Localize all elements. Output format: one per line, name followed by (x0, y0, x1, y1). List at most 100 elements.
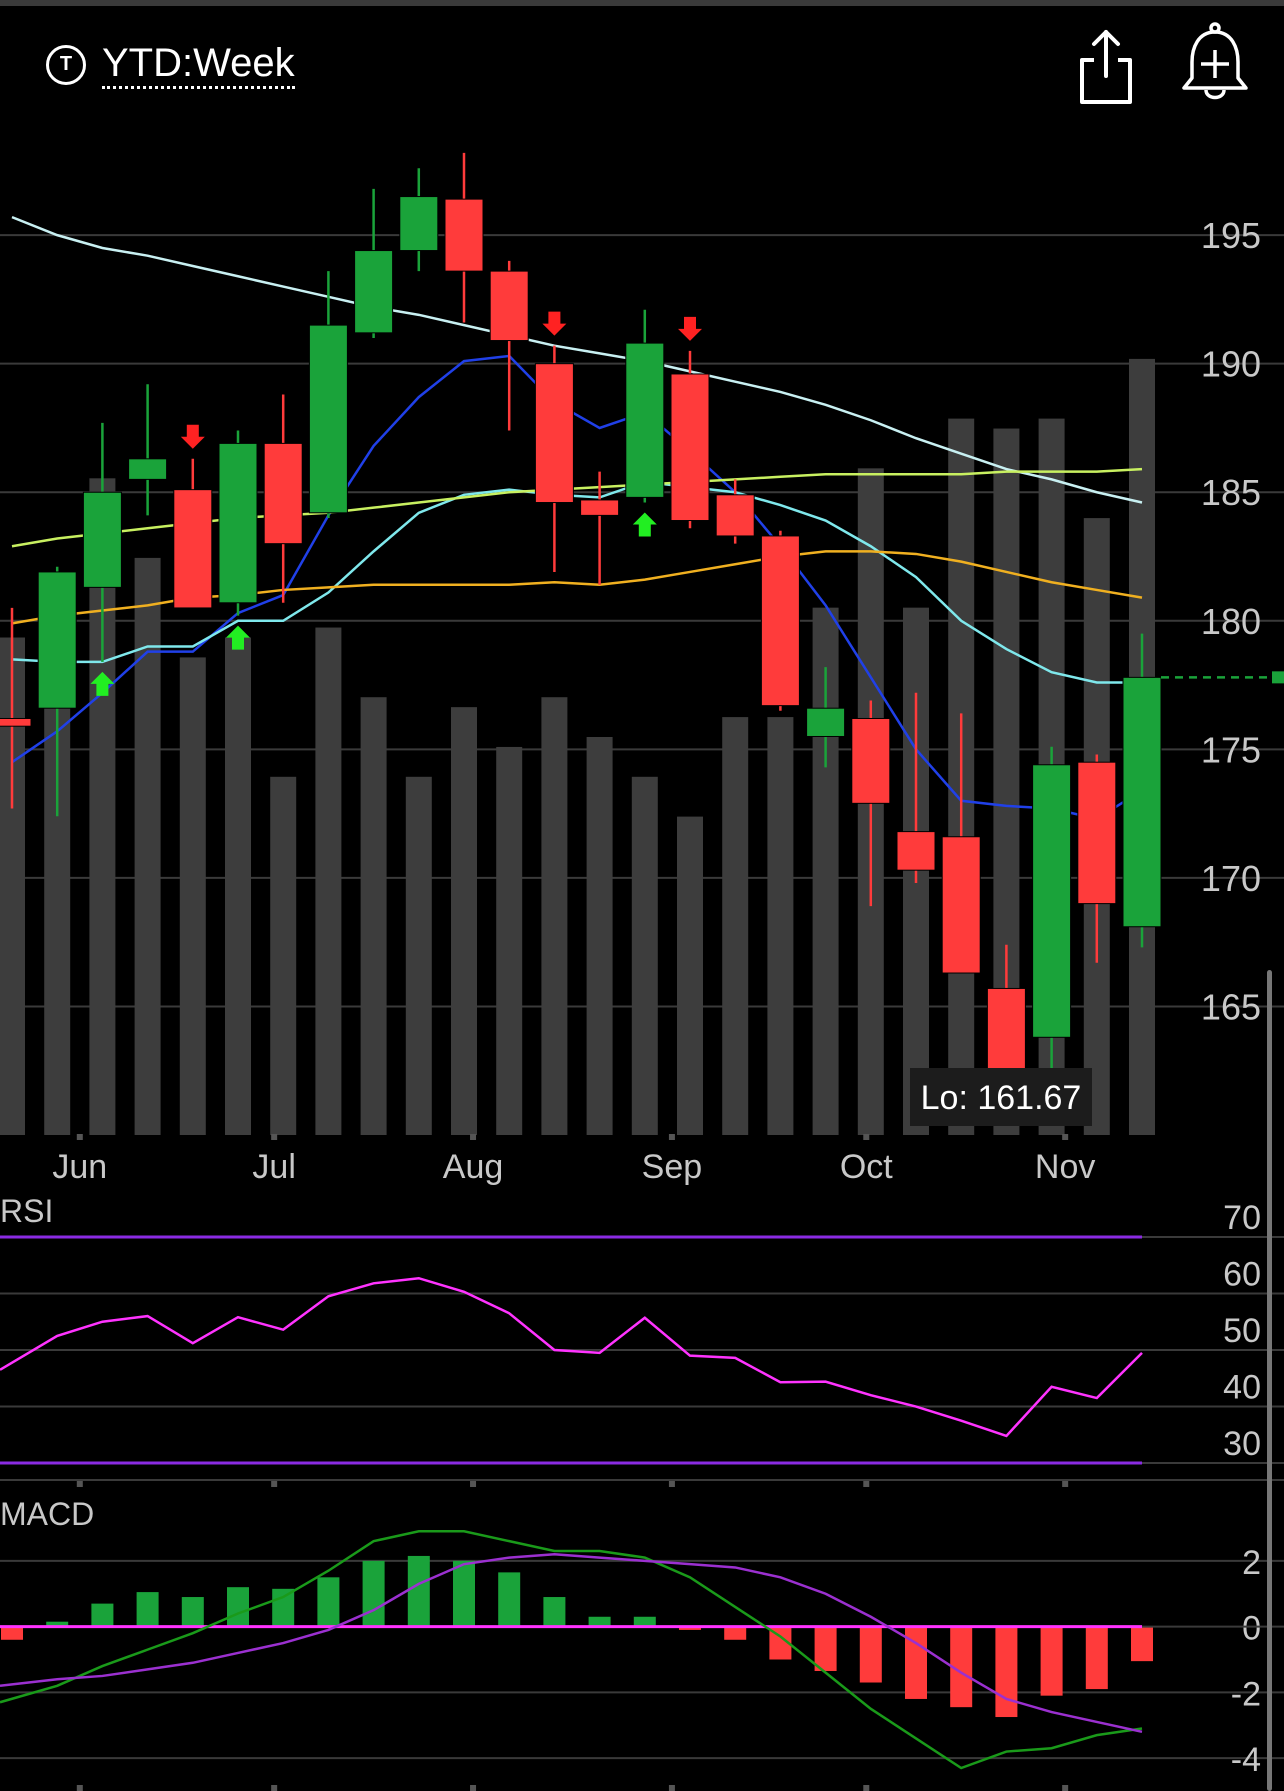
month-tick (76, 1785, 83, 1791)
scrollbar[interactable] (1267, 970, 1272, 1791)
volume-bar (631, 776, 658, 1135)
price-tick-label: 165 (1201, 986, 1261, 1027)
macd-signal-line (0, 1553, 1143, 1734)
macd-histogram-bar (407, 1555, 430, 1627)
macd-tick-label: -2 (1231, 1675, 1261, 1713)
candle-down (986, 987, 1026, 1079)
candle-up (1032, 764, 1072, 1038)
macd-histogram-bar (633, 1616, 656, 1627)
month-tick (271, 1134, 278, 1140)
top-divider (0, 0, 1284, 6)
month-tick (470, 1481, 477, 1487)
month-tick (271, 1481, 278, 1487)
volume-bar (767, 717, 794, 1135)
rsi-tick-label: 40 (1223, 1369, 1261, 1407)
month-label: Oct (840, 1148, 893, 1186)
volume-bar (270, 776, 297, 1135)
candle-up (218, 442, 258, 604)
macd-histogram-bar (91, 1603, 114, 1627)
buy-signal-arrow (90, 671, 115, 696)
last-price-tag (1272, 671, 1284, 684)
macd-histogram-bar (453, 1560, 475, 1627)
candle-down (715, 494, 755, 537)
candle-up (625, 342, 665, 498)
macd-histogram-bar (1040, 1626, 1063, 1696)
price-tick-label: 195 (1201, 215, 1261, 256)
candle-down (444, 198, 484, 272)
month-tick (668, 1481, 675, 1487)
volume-bar (179, 657, 206, 1135)
rsi-tick-label: 30 (1223, 1425, 1261, 1463)
macd-tick-label: 2 (1242, 1544, 1261, 1582)
macd-histogram-bar (272, 1588, 295, 1627)
candle-down (896, 831, 936, 871)
candle-up (82, 491, 122, 588)
macd-histogram-bar (859, 1626, 882, 1683)
candle-down (489, 270, 529, 342)
candle-up (399, 196, 439, 252)
sell-signal-arrow (180, 424, 205, 449)
candle-down (760, 535, 800, 707)
candle-up (128, 458, 168, 480)
candle-down (851, 717, 891, 804)
candle-down (0, 717, 32, 727)
macd-histogram-bar (1, 1626, 23, 1640)
month-label: Jul (252, 1148, 295, 1186)
timeframe-icon: T (46, 44, 86, 85)
candle-up (806, 707, 846, 737)
macd-label: MACD (0, 1496, 94, 1532)
macd-histogram-bar (1085, 1626, 1108, 1690)
month-tick (668, 1134, 675, 1140)
moving-average-line (11, 354, 1143, 821)
volume-bar (225, 637, 251, 1135)
bell-plus-icon[interactable] (1180, 22, 1250, 106)
price-tick-label: 185 (1201, 472, 1261, 513)
macd-histogram-bar (679, 1626, 701, 1630)
candle-down (670, 373, 710, 522)
candle-up (1122, 676, 1162, 928)
candle-down (1077, 761, 1117, 905)
buy-signal-arrow (226, 625, 250, 650)
volume-bar (134, 557, 161, 1135)
volume-bar (451, 707, 477, 1135)
share-icon[interactable] (1076, 26, 1136, 106)
candle-down (263, 442, 303, 545)
candle-down (173, 489, 213, 609)
price-tick-label: 190 (1201, 344, 1261, 385)
candle-down (580, 499, 620, 516)
period-selector[interactable]: T YTD:Week (46, 40, 295, 89)
volume-bar (315, 627, 342, 1135)
volume-bar (722, 717, 749, 1135)
macd-histogram-bar (814, 1626, 837, 1672)
macd-histogram-bar (227, 1587, 249, 1627)
low-label-box (910, 1068, 1092, 1126)
volume-bar (541, 697, 568, 1135)
month-tick (1062, 1481, 1069, 1487)
month-tick (1062, 1134, 1069, 1140)
volume-bar (360, 697, 387, 1135)
month-tick (76, 1481, 83, 1487)
price-tick-label: 180 (1201, 601, 1261, 642)
macd-histogram-bar (769, 1626, 792, 1660)
candle-down (534, 363, 574, 504)
candle-up (37, 571, 77, 709)
chart-header: T YTD:Week (0, 20, 1284, 106)
macd-histogram-bar (498, 1572, 521, 1627)
macd-histogram-bar (543, 1597, 566, 1627)
price-tick-label: 170 (1201, 858, 1261, 899)
moving-average-line (11, 480, 1142, 684)
period-label[interactable]: YTD:Week (102, 40, 295, 89)
macd-line (0, 1530, 1143, 1770)
month-tick (863, 1785, 870, 1791)
macd-histogram-bar (995, 1626, 1018, 1718)
sell-signal-arrow (678, 316, 702, 341)
rsi-line (0, 1276, 1143, 1438)
macd-histogram-bar (588, 1616, 611, 1627)
rsi-label: RSI (0, 1193, 53, 1229)
volume-bar (586, 737, 613, 1135)
low-label: Lo: 161.67 (921, 1079, 1082, 1117)
month-label: Jun (52, 1148, 107, 1186)
volume-bar (496, 746, 523, 1135)
candle-up (354, 250, 394, 334)
